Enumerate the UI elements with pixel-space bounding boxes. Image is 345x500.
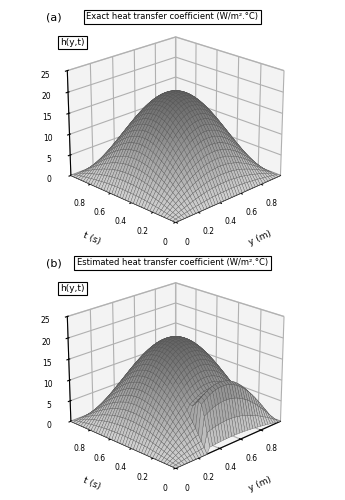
- Text: (a): (a): [46, 12, 62, 22]
- X-axis label: y (m): y (m): [247, 229, 273, 247]
- Text: (b): (b): [46, 258, 62, 268]
- Y-axis label: t (s): t (s): [81, 476, 102, 492]
- Text: h(y,t): h(y,t): [60, 284, 85, 293]
- X-axis label: y (m): y (m): [247, 475, 273, 493]
- Text: h(y,t): h(y,t): [60, 38, 85, 47]
- Y-axis label: t (s): t (s): [81, 230, 102, 246]
- Text: Exact heat transfer coefficient (W/m².°C): Exact heat transfer coefficient (W/m².°C…: [87, 12, 258, 22]
- Text: Estimated heat transfer coefficient (W/m².°C): Estimated heat transfer coefficient (W/m…: [77, 258, 268, 267]
